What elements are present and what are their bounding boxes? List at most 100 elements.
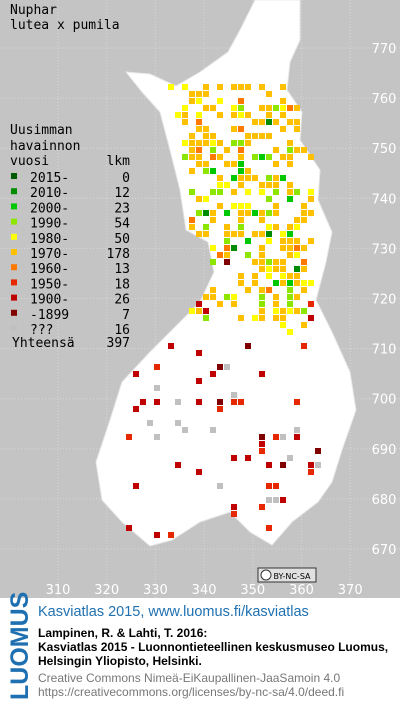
occurrence-square	[252, 154, 258, 160]
occurrence-square	[231, 455, 237, 461]
occurrence-square	[287, 140, 293, 146]
occurrence-square	[196, 119, 202, 125]
legend-label: 2015-	[30, 171, 69, 186]
occurrence-square	[175, 112, 181, 118]
occurrence-square	[217, 483, 223, 489]
occurrence-square	[308, 280, 314, 286]
legend-count: 12	[114, 186, 130, 201]
title: lutea x pumila	[10, 18, 120, 33]
occurrence-square	[245, 168, 251, 174]
occurrence-square	[210, 371, 216, 377]
total-label: Yhteensä	[12, 336, 75, 351]
x-tick-label: 320	[94, 583, 119, 598]
occurrence-square	[252, 315, 258, 321]
occurrence-square	[287, 238, 293, 244]
occurrence-square	[273, 294, 279, 300]
occurrence-square	[287, 196, 293, 202]
occurrence-square	[203, 133, 209, 139]
occurrence-square	[224, 210, 230, 216]
occurrence-square	[231, 294, 237, 300]
occurrence-square	[280, 462, 286, 468]
occurrence-square	[273, 280, 279, 286]
occurrence-square	[196, 140, 202, 146]
occurrence-square	[252, 259, 258, 265]
occurrence-square	[301, 343, 307, 349]
legend-label: 1970-	[30, 247, 69, 262]
occurrence-square	[259, 189, 265, 195]
occurrence-square	[266, 210, 272, 216]
occurrence-square	[294, 280, 300, 286]
x-tick-label: 360	[289, 583, 314, 598]
occurrence-square	[301, 210, 307, 216]
x-tick-label: 310	[46, 583, 71, 598]
occurrence-square	[196, 196, 202, 202]
occurrence-square	[210, 168, 216, 174]
occurrence-square	[287, 301, 293, 307]
occurrence-square	[259, 315, 265, 321]
occurrence-square	[175, 462, 181, 468]
occurrence-square	[287, 245, 293, 251]
occurrence-square	[266, 525, 272, 531]
occurrence-square	[140, 399, 146, 405]
occurrence-square	[273, 259, 279, 265]
occurrence-square	[196, 161, 202, 167]
occurrence-square	[238, 154, 244, 160]
occurrence-square	[231, 301, 237, 307]
occurrence-square	[196, 147, 202, 153]
occurrence-square	[273, 434, 279, 440]
occurrence-square	[287, 119, 293, 125]
occurrence-square	[280, 245, 286, 251]
occurrence-square	[266, 196, 272, 202]
occurrence-square	[308, 315, 314, 321]
occurrence-square	[182, 105, 188, 111]
legend-count: 23	[114, 201, 130, 216]
occurrence-square	[308, 469, 314, 475]
occurrence-square	[287, 224, 293, 230]
occurrence-square	[231, 504, 237, 510]
occurrence-square	[259, 441, 265, 447]
occurrence-square	[287, 182, 293, 188]
total: 397	[107, 336, 130, 351]
occurrence-square	[273, 224, 279, 230]
legend-label: 1900-	[30, 293, 69, 308]
legend-count: 16	[114, 323, 130, 338]
legend-label: ???	[30, 323, 53, 338]
occurrence-square	[189, 189, 195, 195]
occurrence-square	[217, 175, 223, 181]
occurrence-square	[189, 91, 195, 97]
occurrence-square	[189, 308, 195, 314]
occurrence-square	[287, 189, 293, 195]
y-tick-label: 690	[372, 443, 397, 458]
occurrence-square	[301, 245, 307, 251]
legend-count: 0	[122, 171, 130, 186]
occurrence-square	[189, 147, 195, 153]
occurrence-square	[259, 266, 265, 272]
occurrence-square	[238, 98, 244, 104]
y-tick-label: 680	[372, 493, 397, 508]
occurrence-square	[252, 280, 258, 286]
occurrence-square	[196, 399, 202, 405]
occurrence-square	[238, 399, 244, 405]
occurrence-square	[245, 140, 251, 146]
occurrence-square	[301, 147, 307, 153]
occurrence-square	[301, 280, 307, 286]
occurrence-square	[231, 105, 237, 111]
occurrence-square	[196, 469, 202, 475]
occurrence-square	[217, 301, 223, 307]
occurrence-square	[259, 287, 265, 293]
occurrence-square	[245, 84, 251, 90]
legend-label: 2010-	[30, 186, 69, 201]
occurrence-square	[301, 308, 307, 314]
occurrence-square	[294, 126, 300, 132]
occurrence-square	[168, 532, 174, 538]
occurrence-square	[266, 462, 272, 468]
occurrence-square	[203, 210, 209, 216]
occurrence-square	[245, 343, 251, 349]
legend-count: 178	[107, 247, 130, 262]
occurrence-square	[294, 119, 300, 125]
occurrence-square	[259, 252, 265, 258]
occurrence-square	[133, 371, 139, 377]
occurrence-square	[252, 273, 258, 279]
occurrence-square	[182, 112, 188, 118]
occurrence-square	[259, 301, 265, 307]
